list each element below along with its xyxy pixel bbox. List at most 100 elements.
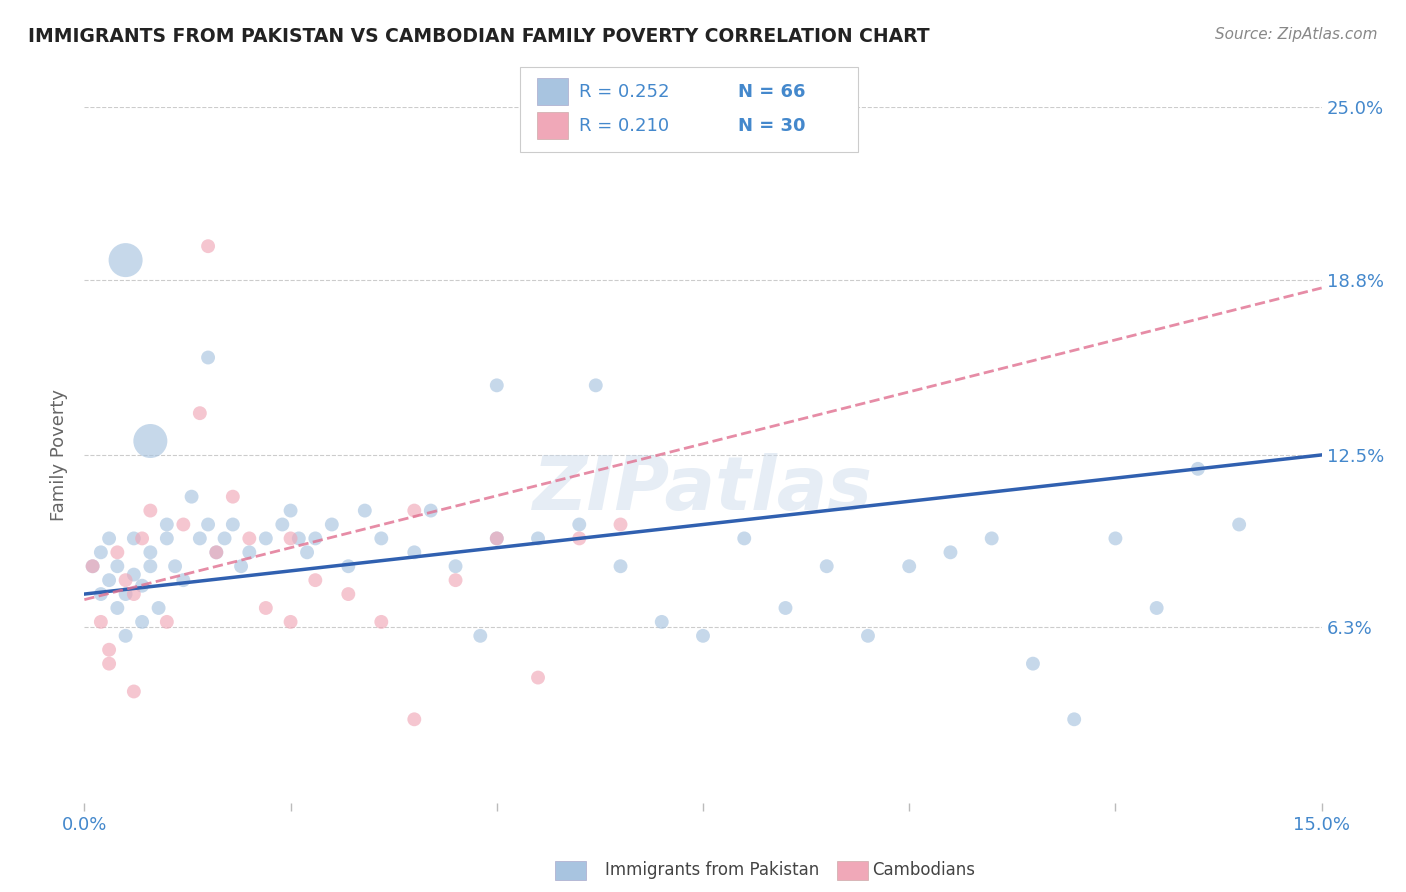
Point	[815, 559, 838, 574]
Point	[254, 532, 277, 546]
Point	[105, 601, 128, 615]
Point	[304, 532, 326, 546]
Point	[188, 532, 211, 546]
Point	[444, 573, 467, 587]
Text: R = 0.210: R = 0.210	[579, 117, 669, 135]
Point	[254, 601, 277, 615]
Point	[105, 559, 128, 574]
Point	[733, 532, 755, 546]
Point	[271, 517, 294, 532]
Point	[98, 532, 121, 546]
Point	[280, 615, 302, 629]
Point	[485, 378, 508, 392]
Point	[1104, 532, 1126, 546]
Point	[139, 503, 162, 517]
Y-axis label: Family Poverty: Family Poverty	[51, 389, 69, 521]
Text: ZIPatlas: ZIPatlas	[533, 453, 873, 526]
Point	[321, 517, 343, 532]
Point	[304, 573, 326, 587]
Point	[939, 545, 962, 559]
Point	[139, 559, 162, 574]
Point	[353, 503, 375, 517]
Point	[188, 406, 211, 420]
Point	[122, 587, 145, 601]
Point	[165, 559, 187, 574]
Point	[90, 587, 112, 601]
Point	[609, 559, 631, 574]
Point	[197, 239, 219, 253]
Point	[139, 434, 162, 448]
Point	[82, 559, 104, 574]
Point	[172, 517, 194, 532]
Point	[172, 573, 194, 587]
Point	[485, 532, 508, 546]
Point	[122, 532, 145, 546]
Point	[122, 684, 145, 698]
Point	[98, 642, 121, 657]
Point	[139, 545, 162, 559]
Point	[280, 532, 302, 546]
Point	[222, 517, 245, 532]
Text: IMMIGRANTS FROM PAKISTAN VS CAMBODIAN FAMILY POVERTY CORRELATION CHART: IMMIGRANTS FROM PAKISTAN VS CAMBODIAN FA…	[28, 27, 929, 45]
Point	[419, 503, 441, 517]
Point	[131, 579, 153, 593]
Point	[470, 629, 492, 643]
Point	[90, 545, 112, 559]
Point	[651, 615, 673, 629]
Point	[856, 629, 879, 643]
Point	[156, 615, 179, 629]
Point	[898, 559, 921, 574]
Point	[205, 545, 228, 559]
Point	[197, 351, 219, 365]
Point	[114, 629, 136, 643]
Point	[337, 587, 360, 601]
Text: Cambodians: Cambodians	[872, 861, 974, 879]
Point	[82, 559, 104, 574]
Point	[404, 503, 426, 517]
Text: Source: ZipAtlas.com: Source: ZipAtlas.com	[1215, 27, 1378, 42]
Text: Immigrants from Pakistan: Immigrants from Pakistan	[605, 861, 818, 879]
Point	[1146, 601, 1168, 615]
Point	[114, 573, 136, 587]
Point	[404, 712, 426, 726]
Point	[131, 532, 153, 546]
Point	[105, 545, 128, 559]
Point	[527, 532, 550, 546]
Point	[238, 545, 260, 559]
Point	[775, 601, 797, 615]
Point	[980, 532, 1002, 546]
Point	[1022, 657, 1045, 671]
Point	[131, 615, 153, 629]
Point	[205, 545, 228, 559]
Point	[1063, 712, 1085, 726]
Text: N = 30: N = 30	[738, 117, 806, 135]
Point	[114, 253, 136, 268]
Point	[90, 615, 112, 629]
Point	[238, 532, 260, 546]
Point	[180, 490, 202, 504]
Point	[485, 532, 508, 546]
Point	[114, 587, 136, 601]
Point	[527, 671, 550, 685]
Point	[148, 601, 170, 615]
Point	[156, 517, 179, 532]
Point	[98, 573, 121, 587]
Point	[609, 517, 631, 532]
Point	[197, 517, 219, 532]
Point	[295, 545, 318, 559]
Point	[156, 532, 179, 546]
Point	[222, 490, 245, 504]
Text: R = 0.252: R = 0.252	[579, 83, 669, 101]
Point	[692, 629, 714, 643]
Point	[214, 532, 236, 546]
Point	[1187, 462, 1209, 476]
Point	[404, 545, 426, 559]
Point	[585, 378, 607, 392]
Text: N = 66: N = 66	[738, 83, 806, 101]
Point	[337, 559, 360, 574]
Point	[229, 559, 252, 574]
Point	[1227, 517, 1250, 532]
Point	[370, 532, 392, 546]
Point	[568, 532, 591, 546]
Point	[288, 532, 311, 546]
